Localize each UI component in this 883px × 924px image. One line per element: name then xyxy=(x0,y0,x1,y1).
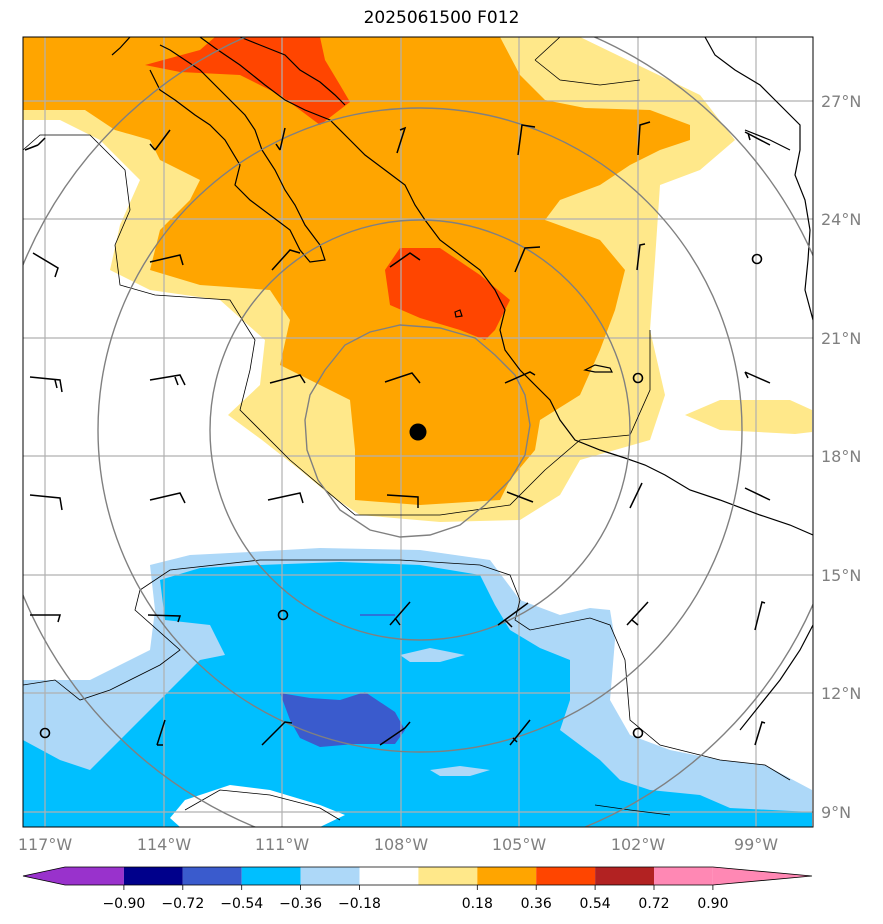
range-ring-3 xyxy=(97,107,743,753)
shaded-field xyxy=(23,37,812,827)
lon-label: 105°W xyxy=(492,835,547,854)
lon-label: 114°W xyxy=(137,835,192,854)
lat-label: 12°N xyxy=(821,684,861,703)
field-white-patch-2 xyxy=(430,766,490,776)
colorbar-tick-label: 0.36 xyxy=(521,896,552,912)
mainland-mexico-west-coast xyxy=(199,37,813,536)
coastlines xyxy=(111,37,813,731)
lat-label: 27°N xyxy=(821,92,861,111)
colorbar-bin xyxy=(595,867,654,885)
colorbar-bin xyxy=(123,867,183,885)
calm-markers xyxy=(39,253,763,739)
field-0.18-0.36-east xyxy=(685,400,812,434)
gulf-mexico-east-coast xyxy=(704,37,813,321)
colorbar-bin xyxy=(359,867,419,885)
field-white-patch-1 xyxy=(400,648,465,662)
range-ring-1 xyxy=(304,324,531,538)
cuba-fragment xyxy=(744,129,791,151)
field-contours xyxy=(23,37,791,821)
central-america-west xyxy=(739,624,813,731)
lat-label: 24°N xyxy=(821,210,861,229)
lon-label: 99°W xyxy=(734,835,778,854)
storm-center-dot xyxy=(409,423,427,441)
range-ring-2 xyxy=(209,219,631,641)
field-0.54-0.72-north xyxy=(145,37,350,125)
colorbar-bin xyxy=(182,867,242,885)
colorbar-bin xyxy=(241,867,301,885)
colorbar-tick-label: −0.90 xyxy=(102,896,145,912)
map-frame xyxy=(22,36,814,828)
field-neg-0.36 xyxy=(23,562,812,827)
colorbar-bin xyxy=(477,867,537,885)
lon-label: 108°W xyxy=(374,835,429,854)
lon-label: 102°W xyxy=(611,835,666,854)
colorbar-tick-label: −0.18 xyxy=(338,896,381,912)
lat-label: 15°N xyxy=(821,566,861,585)
gulf-north xyxy=(239,37,346,106)
colorbar-bin xyxy=(418,867,478,885)
colorbar: −0.90 −0.72 −0.54 −0.36 −0.18 0.18 0.36 … xyxy=(22,866,813,912)
colorbar-tick-label: −0.54 xyxy=(220,896,263,912)
field-0.54-0.72-center xyxy=(385,248,510,340)
lon-label: 111°W xyxy=(255,835,310,854)
lon-label: 117°W xyxy=(18,835,73,854)
lat-label: 21°N xyxy=(821,329,861,348)
island-1 xyxy=(583,364,613,373)
colorbar-tick-label: −0.36 xyxy=(279,896,322,912)
chart-title: 2025061500 F012 xyxy=(363,8,520,28)
lat-label: 18°N xyxy=(821,447,861,466)
field-white-patch-3 xyxy=(170,785,345,827)
gridlines xyxy=(23,37,813,827)
colorbar-bin xyxy=(65,867,124,885)
colorbar-tick-label: 0.90 xyxy=(697,896,728,912)
colorbar-bin xyxy=(654,867,713,885)
colorbar-extend-left xyxy=(23,867,65,885)
lat-label: 9°N xyxy=(821,803,851,822)
colorbar-tick-label: 0.18 xyxy=(462,896,493,912)
wind-barbs xyxy=(24,121,771,746)
latitude-labels: 27°N 24°N 21°N 18°N 15°N 12°N 9°N xyxy=(821,92,861,822)
longitude-labels: 117°W 114°W 111°W 108°W 105°W 102°W 99°W xyxy=(18,835,778,854)
colorbar-extend-right xyxy=(712,867,812,885)
colorbar-bin xyxy=(536,867,596,885)
colorbar-tick-label: 0.72 xyxy=(638,896,669,912)
range-rings xyxy=(23,37,813,827)
colorbar-bin xyxy=(300,867,360,885)
colorbar-tick-label: 0.54 xyxy=(580,896,611,912)
colorbar-tick-label: −0.72 xyxy=(161,896,204,912)
baja-california-coast xyxy=(111,37,326,263)
field-0.36-0.54 xyxy=(23,37,690,505)
island-2 xyxy=(454,309,463,318)
